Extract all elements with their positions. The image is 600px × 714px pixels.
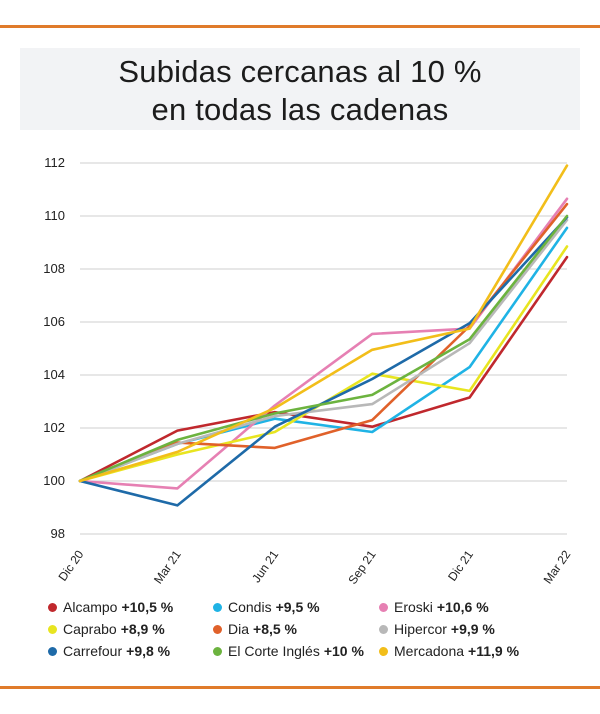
legend-series-name: Condis	[228, 599, 272, 615]
chart-title: Subidas cercanas al 10 % en todas las ca…	[20, 48, 580, 130]
y-tick-label: 110	[44, 208, 65, 223]
legend-series-name: Eroski	[394, 599, 433, 615]
y-tick-label: 98	[51, 526, 65, 541]
legend-series-change: +10,5 %	[121, 599, 174, 615]
series-line-mercadona	[78, 164, 569, 483]
chart-title-line-1: Subidas cercanas al 10 %	[118, 54, 482, 89]
x-tick-label: Mar 21	[151, 547, 184, 586]
legend-item: Dia +8,5 %	[213, 618, 297, 640]
legend-swatch	[213, 646, 222, 656]
x-axis-ticks: Dic 20 Mar 21 Jun 21 Sep 21 Dic 21 Mar 22	[55, 547, 573, 586]
legend-swatch	[213, 602, 222, 612]
legend-series-change: +11,9 %	[468, 643, 520, 659]
series-line-alcampo	[78, 255, 569, 483]
x-tick-label: Jun 21	[249, 547, 281, 585]
legend-swatch	[379, 602, 388, 612]
legend-item: Alcampo +10,5 %	[48, 596, 173, 618]
bottom-accent-bar	[0, 686, 600, 689]
y-tick-label: 108	[43, 261, 65, 276]
top-accent-bar	[0, 25, 600, 28]
legend-item: Carrefour +9,8 %	[48, 640, 170, 662]
legend-series-name: Dia	[228, 621, 250, 637]
legend-series-name: El Corte Inglés	[228, 643, 320, 659]
series-line-eroski	[78, 197, 569, 490]
series-line-hipercor	[78, 218, 569, 483]
legend-item: Hipercor +9,9 %	[379, 618, 495, 640]
legend-series-name: Alcampo	[63, 599, 118, 615]
legend-swatch	[379, 646, 388, 656]
legend-series-change: +8,5 %	[253, 621, 297, 637]
legend-series-name: Hipercor	[394, 621, 447, 637]
legend-item: Condis +9,5 %	[213, 596, 320, 618]
legend-series-change: +9,9 %	[450, 621, 495, 637]
legend-swatch	[48, 624, 57, 634]
y-tick-label: 106	[43, 314, 65, 329]
legend-series-change: +9,8 %	[126, 643, 171, 659]
legend-item: Caprabo +8,9 %	[48, 618, 165, 640]
series-line-el-corte-ingl-s	[78, 214, 569, 483]
legend-item: Eroski +10,6 %	[379, 596, 489, 618]
legend-series-change: +10 %	[323, 643, 364, 659]
y-axis-ticks: 98 100 102 104 106 108 110 112	[43, 155, 65, 541]
line-chart: 98 100 102 104 106 108 110 112 Dic 20 Mar 21 Jun …	[43, 155, 573, 587]
x-tick-label: Sep 21	[345, 547, 378, 586]
x-tick-label: Dic 20	[55, 547, 86, 583]
legend-swatch	[48, 646, 57, 656]
y-tick-label: 102	[43, 420, 65, 435]
chart-grid	[80, 162, 567, 535]
legend-swatch	[379, 624, 388, 634]
legend-series-change: +10,6 %	[436, 599, 489, 615]
y-tick-label: 112	[44, 155, 65, 170]
legend-series-name: Caprabo	[63, 621, 117, 637]
legend-series-change: +9,5 %	[275, 599, 320, 615]
legend-item: Mercadona +11,9 %	[379, 640, 519, 662]
x-tick-label: Dic 21	[445, 547, 476, 583]
x-tick-label: Mar 22	[541, 547, 574, 586]
legend-series-name: Mercadona	[394, 643, 465, 659]
legend-series-change: +8,9 %	[120, 621, 165, 637]
legend-swatch	[48, 602, 57, 612]
series-line-dia	[78, 202, 569, 483]
legend-series-name: Carrefour	[63, 643, 123, 659]
chart-series	[78, 164, 569, 507]
legend-item: El Corte Inglés +10 %	[213, 640, 364, 662]
legend-swatch	[213, 624, 222, 634]
y-tick-label: 100	[43, 473, 65, 488]
chart-title-line-2: en todas las cadenas	[151, 92, 449, 127]
y-tick-label: 104	[43, 367, 65, 382]
